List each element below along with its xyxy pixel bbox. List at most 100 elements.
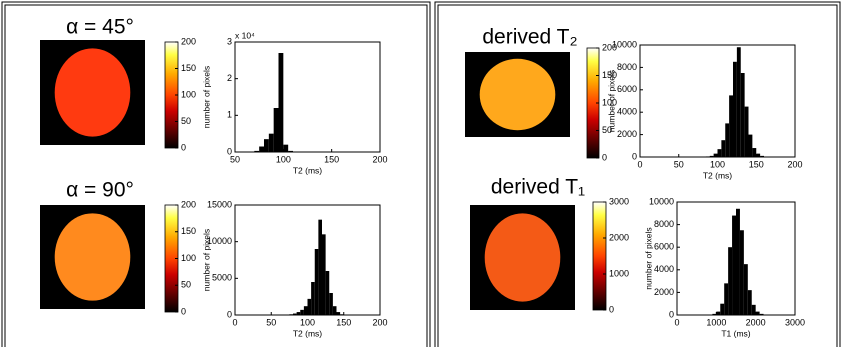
- panel-title: derived T₂: [482, 26, 577, 49]
- x-tick-label: 200: [372, 154, 387, 164]
- y-axis-label: number of pixels: [201, 66, 211, 128]
- x-tick-label: 1000: [706, 317, 726, 327]
- x-axis-label: T2 (ms): [703, 170, 732, 180]
- histogram-bar: [744, 264, 748, 315]
- x-tick-label: 50: [674, 159, 684, 169]
- y-tick-label: 3: [227, 36, 232, 46]
- y-tick-label: 0: [669, 309, 674, 319]
- histogram-bar: [274, 108, 279, 152]
- y-multiplier: x 10⁴: [235, 30, 255, 40]
- y-axis-label: number of pixels: [643, 227, 653, 289]
- x-tick-label: 150: [749, 159, 764, 169]
- y-axis-label: number of pixels: [606, 70, 616, 132]
- histogram-bar: [279, 53, 284, 152]
- histogram-bar: [329, 293, 333, 315]
- x-tick-label: 100: [710, 159, 725, 169]
- histogram-bar: [756, 312, 760, 315]
- histogram-bar: [745, 107, 749, 157]
- y-tick-label: 2: [227, 73, 232, 83]
- x-tick-label: 2000: [746, 317, 766, 327]
- histogram-bar: [714, 154, 718, 157]
- colorbar-tick-label: 200: [181, 36, 196, 46]
- axes-box: [235, 205, 380, 315]
- histogram-bar: [752, 305, 756, 315]
- histogram-bar: [732, 216, 736, 315]
- histogram-bar: [749, 135, 753, 157]
- histogram-bar: [748, 290, 752, 315]
- y-tick-label: 5000: [212, 273, 232, 283]
- y-tick-label: 1: [227, 110, 232, 120]
- image-object: [55, 48, 131, 136]
- y-tick-label: 10000: [612, 39, 637, 49]
- x-tick-label: 100: [300, 317, 315, 327]
- histogram-bar: [737, 47, 741, 157]
- histogram-bar: [729, 95, 733, 157]
- x-tick-label: 50: [266, 317, 276, 327]
- figure: α = 45°050100150200501001502000123T2 (ms…: [0, 0, 843, 347]
- colorbar-tick-label: 1000: [609, 268, 629, 278]
- histogram-bar: [733, 62, 737, 157]
- colorbar-tick-label: 50: [181, 116, 191, 126]
- x-tick-label: 100: [276, 154, 291, 164]
- histogram-bar: [264, 139, 269, 152]
- y-tick-label: 0: [227, 309, 232, 319]
- histogram-bar: [300, 310, 304, 315]
- x-axis-label: T2 (ms): [293, 328, 322, 338]
- histogram-bar: [728, 247, 732, 315]
- histogram-bar: [724, 283, 728, 315]
- axes-box: [235, 42, 380, 152]
- x-tick-label: 200: [787, 159, 802, 169]
- panel-title: α = 90°: [66, 179, 134, 202]
- colorbar-tick-label: 150: [181, 63, 196, 73]
- y-tick-label: 8000: [654, 219, 674, 229]
- colorbar-tick-label: 0: [181, 142, 186, 152]
- panel-title: derived T₁: [491, 176, 585, 199]
- histogram-bar: [259, 147, 264, 153]
- x-tick-label: 3000: [785, 317, 805, 327]
- histogram-bar: [716, 312, 720, 315]
- image-object: [485, 213, 561, 301]
- y-tick-label: 6000: [617, 84, 637, 94]
- histogram-bar: [756, 154, 760, 157]
- colorbar-tick-label: 3000: [609, 196, 629, 206]
- colorbar-tick-label: 100: [181, 253, 196, 263]
- x-tick-label: 150: [336, 317, 351, 327]
- histogram-bar: [283, 145, 288, 152]
- image-object: [480, 59, 556, 130]
- y-tick-label: 2000: [654, 287, 674, 297]
- histogram-bar: [318, 220, 322, 315]
- histogram-bar: [315, 249, 319, 315]
- histogram-bar: [725, 123, 729, 157]
- histogram-bar: [721, 140, 725, 157]
- histogram-bar: [740, 230, 744, 315]
- histogram-bar: [741, 73, 745, 157]
- histogram-bar: [322, 234, 326, 315]
- colorbar-tick-label: 200: [181, 199, 196, 209]
- y-tick-label: 10000: [649, 196, 674, 206]
- histogram-bar: [333, 306, 337, 315]
- colorbar-tick-label: 0: [181, 306, 186, 316]
- x-tick-label: 150: [324, 154, 339, 164]
- x-axis-label: T2 (ms): [293, 165, 322, 175]
- y-tick-label: 4000: [654, 264, 674, 274]
- colorbar: [593, 202, 606, 310]
- histogram-bar: [311, 282, 315, 315]
- y-tick-label: 0: [632, 151, 637, 161]
- colorbar-tick-label: 0: [602, 152, 607, 162]
- histogram-bar: [308, 299, 312, 315]
- axes-box: [640, 45, 795, 157]
- x-axis-label: T1 (ms): [721, 328, 750, 338]
- histogram-bar: [752, 148, 756, 157]
- image-object: [55, 213, 131, 300]
- histogram-bar: [304, 306, 308, 315]
- histogram-bar: [720, 304, 724, 315]
- panel-title: α = 45°: [66, 16, 134, 39]
- y-tick-label: 4000: [617, 107, 637, 117]
- x-tick-label: 0: [637, 159, 642, 169]
- colorbar-tick-label: 50: [181, 280, 191, 290]
- y-tick-label: 0: [227, 146, 232, 156]
- y-axis-label: number of pixels: [201, 229, 211, 291]
- y-tick-label: 15000: [207, 199, 232, 209]
- y-tick-label: 6000: [654, 242, 674, 252]
- y-tick-label: 2000: [617, 129, 637, 139]
